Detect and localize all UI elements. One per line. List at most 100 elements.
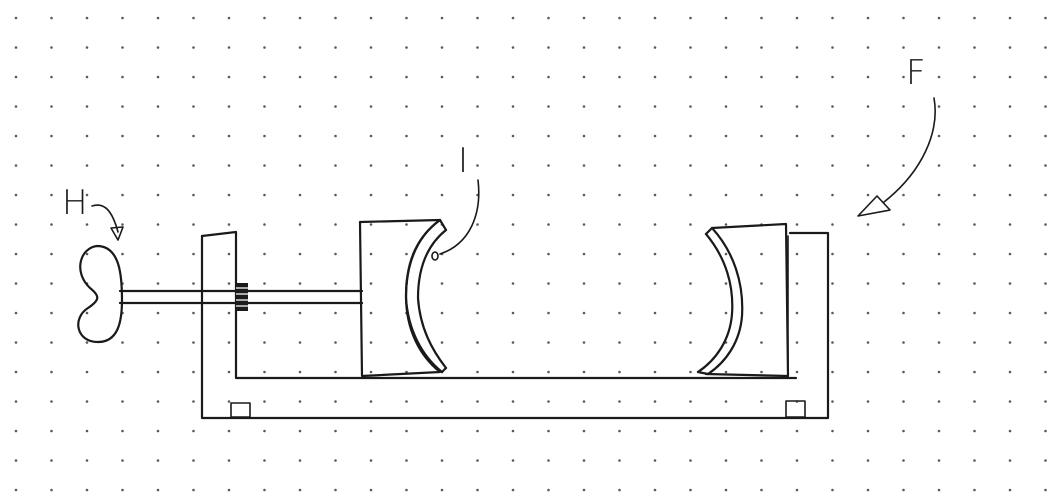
grid-dot xyxy=(156,400,160,403)
grid-dot xyxy=(618,459,621,462)
grid-dot xyxy=(547,370,550,374)
grid-dot xyxy=(440,488,444,492)
grid-dot xyxy=(902,400,905,403)
grid-dot xyxy=(760,459,763,462)
grid-dot xyxy=(50,488,53,492)
grid-dot xyxy=(724,311,728,315)
grid-dot xyxy=(50,164,53,167)
grid-dot xyxy=(689,75,692,79)
grid-dot xyxy=(795,75,799,79)
grid-dot xyxy=(1044,311,1047,315)
grid-dot xyxy=(653,105,657,108)
grid-dot xyxy=(937,252,941,256)
grid-dot xyxy=(227,370,231,374)
grid-dot xyxy=(511,193,515,197)
grid-dot xyxy=(760,134,763,138)
grid-dot xyxy=(866,223,870,226)
grid-dot xyxy=(263,16,266,20)
grid-dot xyxy=(973,429,976,433)
grid-dot xyxy=(156,311,160,315)
crank-pointer-head xyxy=(110,226,124,241)
grid-dot xyxy=(937,46,941,49)
grid-dot xyxy=(760,282,763,285)
grid-dot xyxy=(618,105,621,108)
grid-dot xyxy=(192,16,195,20)
grid-dot xyxy=(902,488,905,492)
grid-dot xyxy=(298,46,302,49)
grid-dot xyxy=(263,193,266,197)
grid-dot xyxy=(618,311,621,315)
grid-dot xyxy=(50,370,53,374)
grid-dot xyxy=(121,252,124,256)
grid-dot xyxy=(582,46,586,49)
grid-dot xyxy=(334,134,337,138)
grid-dot xyxy=(795,282,799,285)
grid-dot xyxy=(902,459,905,462)
grid-dot xyxy=(689,341,692,344)
grid-dot xyxy=(440,46,444,49)
left-jaw-curve-caps xyxy=(438,218,448,374)
grid-dot xyxy=(866,164,870,167)
grid-dot xyxy=(369,370,373,374)
grid-dot xyxy=(724,488,728,492)
grid-dot xyxy=(902,370,905,374)
grid-dot xyxy=(511,75,515,79)
grid-dot xyxy=(14,252,18,256)
grid-dot xyxy=(973,282,976,285)
grid-dot xyxy=(547,75,550,79)
grid-dot xyxy=(724,193,728,197)
grid-dot xyxy=(1044,252,1047,256)
grid-dot xyxy=(902,46,905,49)
grid-dot xyxy=(1008,252,1012,256)
grid-dot xyxy=(156,16,160,20)
grid-dot xyxy=(831,164,834,167)
grid-dot xyxy=(298,105,302,108)
grid-dot xyxy=(795,105,799,108)
grid-dot xyxy=(440,311,444,315)
device-pointer-head xyxy=(857,195,891,217)
grid-dot xyxy=(405,105,408,108)
grid-dot xyxy=(156,164,160,167)
grid-dot xyxy=(50,134,53,138)
grid-dot xyxy=(156,105,160,108)
grid-dot xyxy=(50,46,53,49)
right-jaw-curve-caps xyxy=(696,226,714,376)
grid-dot xyxy=(795,459,799,462)
grid-dot xyxy=(973,75,976,79)
grid-dot xyxy=(937,341,941,344)
grid-dot xyxy=(14,164,18,167)
grid-dot xyxy=(85,429,89,433)
grid-dot xyxy=(298,252,302,256)
grid-dot xyxy=(298,16,302,20)
grid-dot xyxy=(973,311,976,315)
grid-dot xyxy=(50,282,53,285)
grid-dot xyxy=(263,282,266,285)
grid-dot xyxy=(263,341,266,344)
grid-dot xyxy=(547,223,550,226)
grid-dot xyxy=(547,311,550,315)
grid-dot xyxy=(760,193,763,197)
grid-dot xyxy=(1008,400,1012,403)
grid-dot xyxy=(724,105,728,108)
grid-dot xyxy=(760,341,763,344)
grid-dot xyxy=(653,75,657,79)
grid-dot xyxy=(866,16,870,20)
grid-dot xyxy=(902,75,905,79)
grid-dot xyxy=(405,400,408,403)
grid-dot xyxy=(14,193,18,197)
grid-dot xyxy=(689,105,692,108)
grid-dot xyxy=(724,46,728,49)
grid-dot xyxy=(369,164,373,167)
grid-dot xyxy=(689,459,692,462)
grid-dot xyxy=(440,459,444,462)
grid-dot xyxy=(724,223,728,226)
grid-dot xyxy=(156,488,160,492)
grid-dot xyxy=(1008,370,1012,374)
grid-dot xyxy=(689,164,692,167)
grid-dot xyxy=(50,459,53,462)
grid-dot xyxy=(618,282,621,285)
grid-dot xyxy=(14,105,18,108)
grid-dot xyxy=(618,370,621,374)
grid-dot xyxy=(831,282,834,285)
grid-dot xyxy=(263,252,266,256)
